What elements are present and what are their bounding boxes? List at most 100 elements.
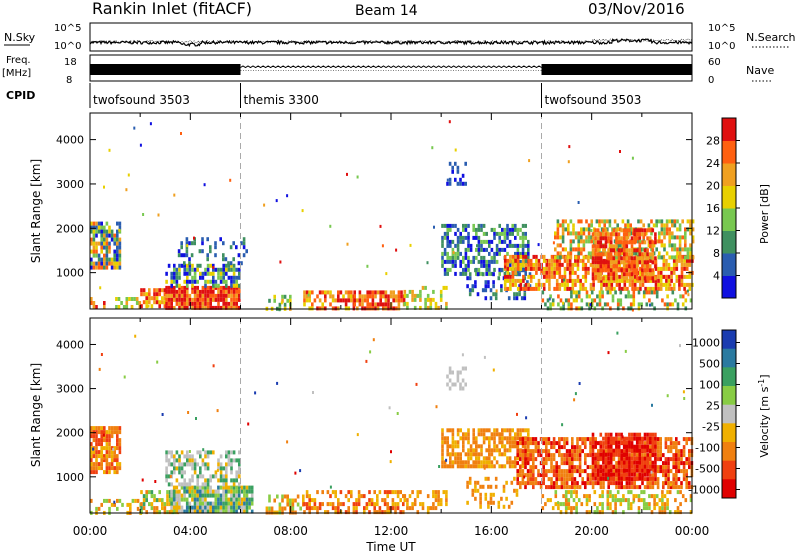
velocity-cell-40 <box>97 466 101 471</box>
power-cell-2161 <box>679 294 682 299</box>
velocity-cell-1024 <box>481 484 485 489</box>
power-cell-1495 <box>554 255 557 260</box>
velocity-cell-586 <box>296 494 300 499</box>
velocity-cell-1679 <box>688 457 691 462</box>
velocity-cell-70 <box>105 470 109 475</box>
velocity-cell-1935 <box>554 490 558 495</box>
velocity-cell-831 <box>462 448 465 453</box>
power-cell-1313 <box>620 270 624 275</box>
power-cell-402 <box>212 275 215 280</box>
velocity-cell-112 <box>118 438 122 443</box>
velocity-cell-1207 <box>558 453 561 458</box>
velocity-cell-1187 <box>552 453 556 458</box>
velocity-cell-109 <box>116 470 119 475</box>
velocity-cell-1967 <box>580 502 584 507</box>
velocity-cell-614 <box>321 502 324 507</box>
velocity-cell-920 <box>495 432 499 437</box>
power-cell-2138 <box>642 290 646 295</box>
power-cell-2027 <box>648 228 652 233</box>
power-cell-1972 <box>633 240 636 245</box>
power-cell-1270 <box>602 278 606 283</box>
power-cell-2024 <box>646 268 649 273</box>
power-cell-602 <box>371 290 375 295</box>
velocity-cell-371 <box>237 485 241 490</box>
velocity-cell-600 <box>308 502 311 507</box>
velocity-cell-1608 <box>667 477 670 482</box>
power-cell-339 <box>170 279 173 284</box>
power-cell-463 <box>190 241 194 246</box>
power-cell-1735 <box>665 219 669 224</box>
velocity-cell-1068 <box>519 457 522 462</box>
power-cell-2035 <box>648 276 652 281</box>
velocity-cell-1104 <box>529 449 532 454</box>
power-cell-1460 <box>680 254 684 259</box>
velocity-cell-1663 <box>682 465 686 470</box>
power-cell-396 <box>209 263 212 268</box>
power-cell-2005 <box>641 268 644 273</box>
power-cell-1881 <box>609 248 613 253</box>
velocity-cell-221 <box>175 493 179 498</box>
power-cell-2086 <box>580 298 584 303</box>
power-cell-802 <box>477 239 481 244</box>
velocity-cell-647 <box>355 498 358 503</box>
power-cell-319 <box>232 293 236 298</box>
power-cell-1347 <box>633 270 637 275</box>
power-cell-1847 <box>599 276 603 281</box>
velocity-cell-41 <box>100 426 103 431</box>
velocity-cell-462 <box>191 454 194 459</box>
velocity-cell-1732 <box>602 468 605 473</box>
velocity-cell-1429 <box>617 481 621 486</box>
velocity-cell-911 <box>493 428 496 433</box>
power-cell-1430 <box>665 286 668 291</box>
velocity-cell-464 <box>191 462 194 467</box>
power-cell-2212 <box>446 178 449 182</box>
velocity-cell-1173 <box>547 485 551 490</box>
power-cell-1026 <box>503 266 507 271</box>
power-cell-1809 <box>591 268 595 273</box>
velocity-cell-1637 <box>675 469 678 474</box>
velocity-cell-803 <box>451 444 455 449</box>
velocity-cell-1257 <box>571 449 574 454</box>
power-cell-1983 <box>635 260 639 265</box>
power-cell-310 <box>227 305 231 310</box>
power-cell-1095 <box>532 254 536 259</box>
power-cell-172 <box>163 300 167 305</box>
velocity-cell-1359 <box>599 481 603 486</box>
velocity-cell-1971 <box>585 502 589 507</box>
power-cell-167 <box>161 296 164 301</box>
power-cell-1461 <box>680 258 684 263</box>
velocity-cell-1305 <box>584 453 587 458</box>
power-cell-1190 <box>568 262 572 267</box>
power-cell-201 <box>178 285 181 290</box>
power-cell-147 <box>145 304 148 309</box>
power-cell-1916 <box>617 268 621 273</box>
velocity-cell-537 <box>232 450 236 455</box>
power-cell-96 <box>116 241 119 246</box>
velocity-cell-26 <box>95 446 98 451</box>
power-cell-333 <box>238 305 241 310</box>
power-cell-301 <box>225 289 228 294</box>
power-cell-215 <box>183 293 186 298</box>
power-cell-628 <box>387 298 390 303</box>
power-cell-1733 <box>663 243 666 248</box>
power-cell-1760 <box>676 219 679 224</box>
velocity-cell-1999 <box>611 498 615 503</box>
velocity-cell-1178 <box>550 461 553 466</box>
power-cell-974 <box>474 284 477 289</box>
velocity-cell-842 <box>467 440 470 445</box>
power-cell-1309 <box>618 278 621 283</box>
power-cell-1149 <box>553 270 556 275</box>
power-cell-413 <box>219 271 223 276</box>
power-cell-1316 <box>620 286 624 291</box>
power-cell-624 <box>384 298 388 303</box>
velocity-cell-413 <box>165 474 168 479</box>
power-cell-1534 <box>572 239 575 244</box>
power-cell-240 <box>196 289 199 294</box>
power-cell-82 <box>110 261 114 266</box>
power-cell-1480 <box>685 282 689 287</box>
power-cell-257 <box>204 289 207 294</box>
velocity-cell-965 <box>514 436 517 441</box>
power-cell-293 <box>219 305 223 310</box>
power-cell-535 <box>318 298 322 303</box>
power-cell-497 <box>242 253 246 258</box>
